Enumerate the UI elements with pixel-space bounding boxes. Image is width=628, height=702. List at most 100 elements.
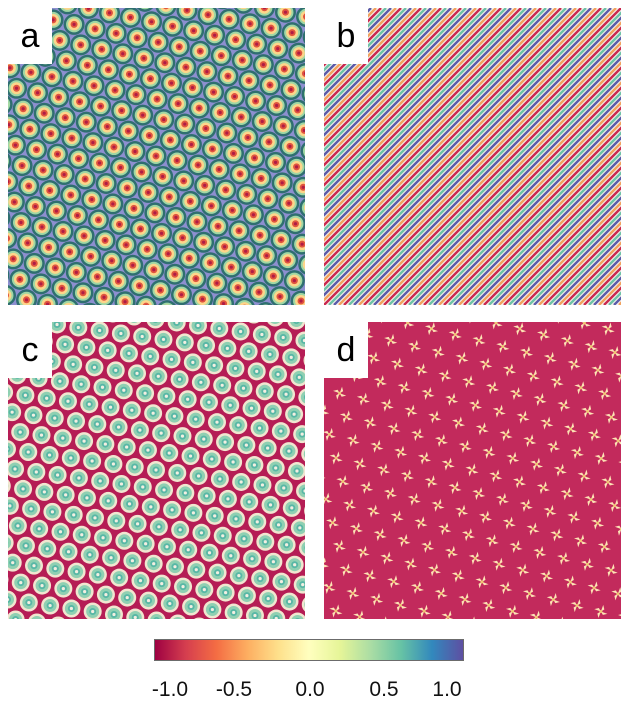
skyrmion (270, 229, 292, 251)
skyrmion (48, 322, 67, 334)
pinwheel-defect (411, 428, 425, 442)
stripe (503, 186, 621, 305)
stripe (538, 221, 621, 305)
skyrmion (290, 518, 305, 537)
pinwheel-defect (387, 575, 401, 589)
skyrmion (38, 539, 57, 558)
skyrmion (108, 213, 130, 235)
pinwheel-defect (421, 386, 435, 400)
skyrmion (282, 498, 301, 517)
skyrmion (117, 438, 136, 457)
skyrmion (145, 145, 167, 167)
skyrmion (290, 368, 305, 387)
skyrmion (201, 138, 223, 160)
skyrmion (173, 427, 192, 446)
pinwheel-defect (618, 461, 621, 463)
stripe (324, 8, 447, 132)
pinwheel-defect (604, 563, 618, 577)
skyrmion (253, 475, 272, 494)
skyrmion (64, 505, 83, 524)
skyrmion (40, 123, 62, 145)
pinwheel-defect (563, 575, 577, 589)
pinwheel-defect (324, 557, 329, 568)
skyrmion (98, 341, 117, 360)
pinwheel-defect (570, 445, 584, 460)
skyrmion (8, 516, 27, 535)
pinwheel-defect (410, 581, 425, 595)
pinwheel-defect (438, 522, 452, 536)
skyrmion (76, 54, 98, 76)
skyrmion (174, 577, 193, 596)
pinwheel-defect (343, 498, 357, 512)
skyrmion (296, 8, 305, 28)
skyrmion (53, 429, 72, 448)
stripe (378, 61, 621, 305)
skyrmion (102, 193, 124, 215)
pinwheel-defect (611, 434, 621, 448)
skyrmion (96, 116, 118, 138)
skyrmion (123, 197, 145, 219)
skyrmion (197, 8, 219, 26)
skyrmion (48, 465, 67, 484)
skyrmion (298, 539, 305, 557)
pinwheel-defect (468, 551, 482, 565)
skyrmion (80, 545, 99, 564)
skyrmion (8, 211, 11, 225)
pinwheel-defect (353, 457, 367, 471)
skyrmion (208, 158, 230, 180)
stripe (568, 251, 621, 305)
skyrmion (128, 514, 147, 533)
skyrmion (58, 298, 79, 305)
skyrmion (132, 104, 154, 126)
pinwheel-defect (370, 439, 384, 453)
skyrmion (258, 302, 273, 305)
skyrmion (8, 534, 14, 552)
panel-a-label: a (8, 8, 52, 64)
skyrmion (8, 496, 19, 515)
skyrmion (8, 403, 22, 422)
pinwheel-defect (614, 525, 621, 536)
pinwheel-defect (516, 410, 530, 424)
stripe (324, 8, 467, 152)
pinwheel-defect (567, 357, 581, 371)
skyrmion (97, 59, 119, 81)
skyrmion (55, 50, 77, 72)
skyrmion (87, 209, 109, 231)
pinwheel-defect (591, 516, 605, 530)
skyrmion (246, 33, 268, 55)
pinwheel-defect (404, 557, 418, 571)
pinwheel-defect (608, 498, 621, 513)
skyrmion (109, 418, 128, 437)
pinwheel-defect (560, 487, 574, 501)
skyrmion (80, 245, 102, 267)
skyrmion (104, 455, 123, 474)
skyrmion (184, 503, 203, 522)
skyrmion (101, 398, 120, 417)
skyrmion (202, 450, 221, 469)
skyrmion (111, 324, 130, 343)
skyrmion (69, 322, 88, 337)
skyrmion (179, 540, 198, 559)
skyrmion (173, 170, 195, 192)
pinwheel-defect (594, 451, 608, 466)
stripe (324, 8, 472, 157)
skyrmion (72, 282, 94, 304)
skyrmion (204, 24, 226, 46)
skyrmion (224, 453, 243, 472)
skyrmion (8, 384, 14, 401)
skyrmion (8, 610, 25, 619)
skyrmion (39, 180, 61, 202)
stripe (324, 8, 552, 237)
pinwheel-defect (451, 569, 465, 583)
skyrmion (234, 379, 253, 398)
stripe (324, 8, 602, 287)
pinwheel-defect (523, 434, 537, 448)
skyrmion (165, 407, 184, 426)
skyrmion (96, 435, 115, 454)
skyrmion (149, 367, 168, 386)
skyrmion (210, 322, 229, 338)
skyrmion (240, 492, 259, 511)
skyrmion (263, 402, 282, 421)
skyrmion (250, 167, 272, 189)
pinwheel-defect (414, 363, 428, 377)
